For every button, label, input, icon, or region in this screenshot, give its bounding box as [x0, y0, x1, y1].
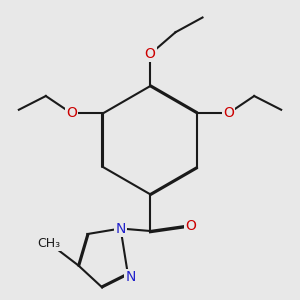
Text: O: O — [66, 106, 77, 120]
Text: O: O — [223, 106, 234, 120]
Text: CH₃: CH₃ — [37, 237, 60, 250]
Text: O: O — [185, 219, 196, 233]
Text: O: O — [145, 47, 155, 61]
Text: N: N — [116, 221, 126, 236]
Text: N: N — [125, 270, 136, 284]
